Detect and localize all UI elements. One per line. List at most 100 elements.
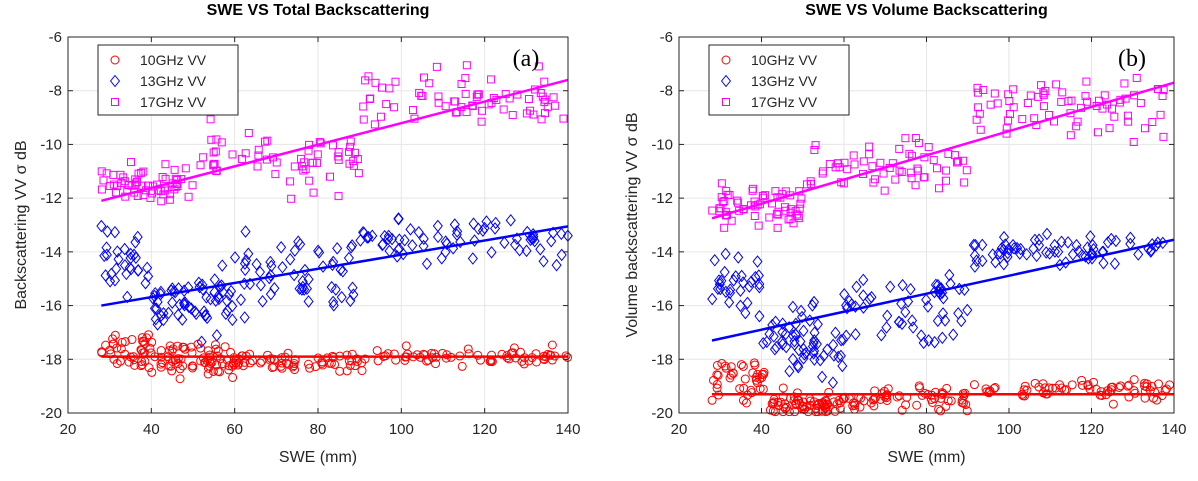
- data-point: [289, 359, 299, 369]
- data-point: [490, 222, 501, 235]
- y-tick-label: -16: [40, 298, 62, 315]
- data-point: [744, 280, 755, 293]
- data-point: [266, 259, 277, 273]
- fit-line-13ghz-vv: [101, 225, 569, 307]
- data-point: [412, 350, 422, 360]
- data-point: [719, 265, 730, 279]
- data-point: [559, 114, 568, 123]
- fit-line-17ghz-vv: [711, 81, 1175, 220]
- data-point: [900, 305, 911, 319]
- data-point: [231, 358, 241, 368]
- data-point: [754, 277, 765, 291]
- data-point: [777, 325, 788, 339]
- data-point: [943, 396, 953, 406]
- data-point: [733, 251, 744, 264]
- data-point: [345, 147, 354, 156]
- legend-box: [97, 44, 239, 116]
- data-point: [370, 120, 379, 129]
- data-point: [217, 138, 226, 147]
- data-point: [959, 156, 968, 165]
- data-point: [205, 292, 216, 306]
- data-point: [169, 284, 180, 298]
- legend: 10GHz VV 13GHz VV 17GHz VV: [708, 44, 850, 116]
- data-point: [740, 374, 750, 384]
- data-point: [1147, 382, 1157, 392]
- data-point: [510, 238, 521, 252]
- data-point: [313, 150, 322, 159]
- data-point: [715, 282, 726, 296]
- data-point: [868, 395, 878, 405]
- data-point: [166, 284, 177, 297]
- data-point: [158, 313, 169, 327]
- data-point: [97, 185, 106, 194]
- data-point: [975, 109, 984, 118]
- data-point: [880, 392, 890, 402]
- data-point: [1096, 387, 1106, 397]
- data-point: [1157, 391, 1167, 401]
- data-point: [540, 98, 549, 107]
- data-point: [124, 357, 134, 367]
- data-point: [724, 296, 735, 309]
- data-point: [724, 286, 736, 300]
- data-point: [551, 258, 562, 272]
- data-point: [714, 277, 725, 291]
- fit-line-13ghz-vv: [711, 238, 1175, 342]
- data-point: [713, 370, 723, 380]
- legend-entry: 13GHz VV: [751, 73, 818, 89]
- data-point: [276, 240, 287, 254]
- data-point: [976, 125, 985, 134]
- data-point: [119, 259, 130, 272]
- data-point: [897, 317, 908, 331]
- data-point: [199, 305, 210, 318]
- data-point: [166, 361, 176, 371]
- data-point: [213, 289, 224, 303]
- data-point: [920, 173, 929, 182]
- data-point: [290, 162, 299, 171]
- data-point: [720, 285, 731, 299]
- data-point: [885, 280, 896, 294]
- data-point: [239, 257, 250, 270]
- data-point: [810, 145, 819, 154]
- data-point: [253, 162, 262, 171]
- data-point: [850, 160, 859, 169]
- data-point: [733, 198, 742, 207]
- data-point: [255, 278, 266, 292]
- data-point: [399, 233, 410, 247]
- legend-entry: 17GHz VV: [140, 94, 207, 110]
- data-point: [209, 285, 220, 299]
- data-point: [767, 318, 778, 332]
- data-point: [751, 372, 761, 382]
- x-axis-label: SWE (mm): [887, 449, 965, 466]
- x-tick-label: 120: [472, 421, 497, 438]
- data-point: [1044, 247, 1055, 260]
- data-point: [238, 154, 247, 163]
- legend-marker-diamond: [109, 74, 121, 88]
- data-point: [383, 232, 394, 246]
- data-point: [974, 103, 983, 112]
- data-point: [880, 186, 889, 195]
- x-tick-label: 100: [996, 421, 1021, 438]
- y-tick-label: -10: [651, 136, 673, 153]
- data-point: [771, 340, 782, 354]
- data-point: [108, 334, 118, 344]
- data-point: [800, 346, 811, 360]
- data-point: [534, 62, 543, 71]
- data-point: [865, 142, 874, 151]
- fit-line-17ghz-vv: [101, 78, 569, 203]
- y-axis-label: Volume backscattering VV σ dB: [624, 112, 641, 337]
- data-point: [161, 160, 170, 169]
- x-axis-label: SWE (mm): [279, 449, 357, 466]
- data-point: [858, 289, 869, 302]
- data-point: [876, 158, 885, 167]
- data-point: [180, 344, 190, 354]
- data-point: [792, 210, 801, 219]
- data-point: [809, 334, 820, 347]
- data-point: [425, 79, 434, 88]
- data-point: [926, 395, 936, 405]
- y-tick-label: -12: [651, 190, 673, 207]
- data-point: [1053, 245, 1064, 259]
- data-point: [474, 90, 483, 99]
- data-point: [277, 363, 287, 373]
- data-point: [529, 234, 540, 248]
- data-point: [235, 293, 246, 307]
